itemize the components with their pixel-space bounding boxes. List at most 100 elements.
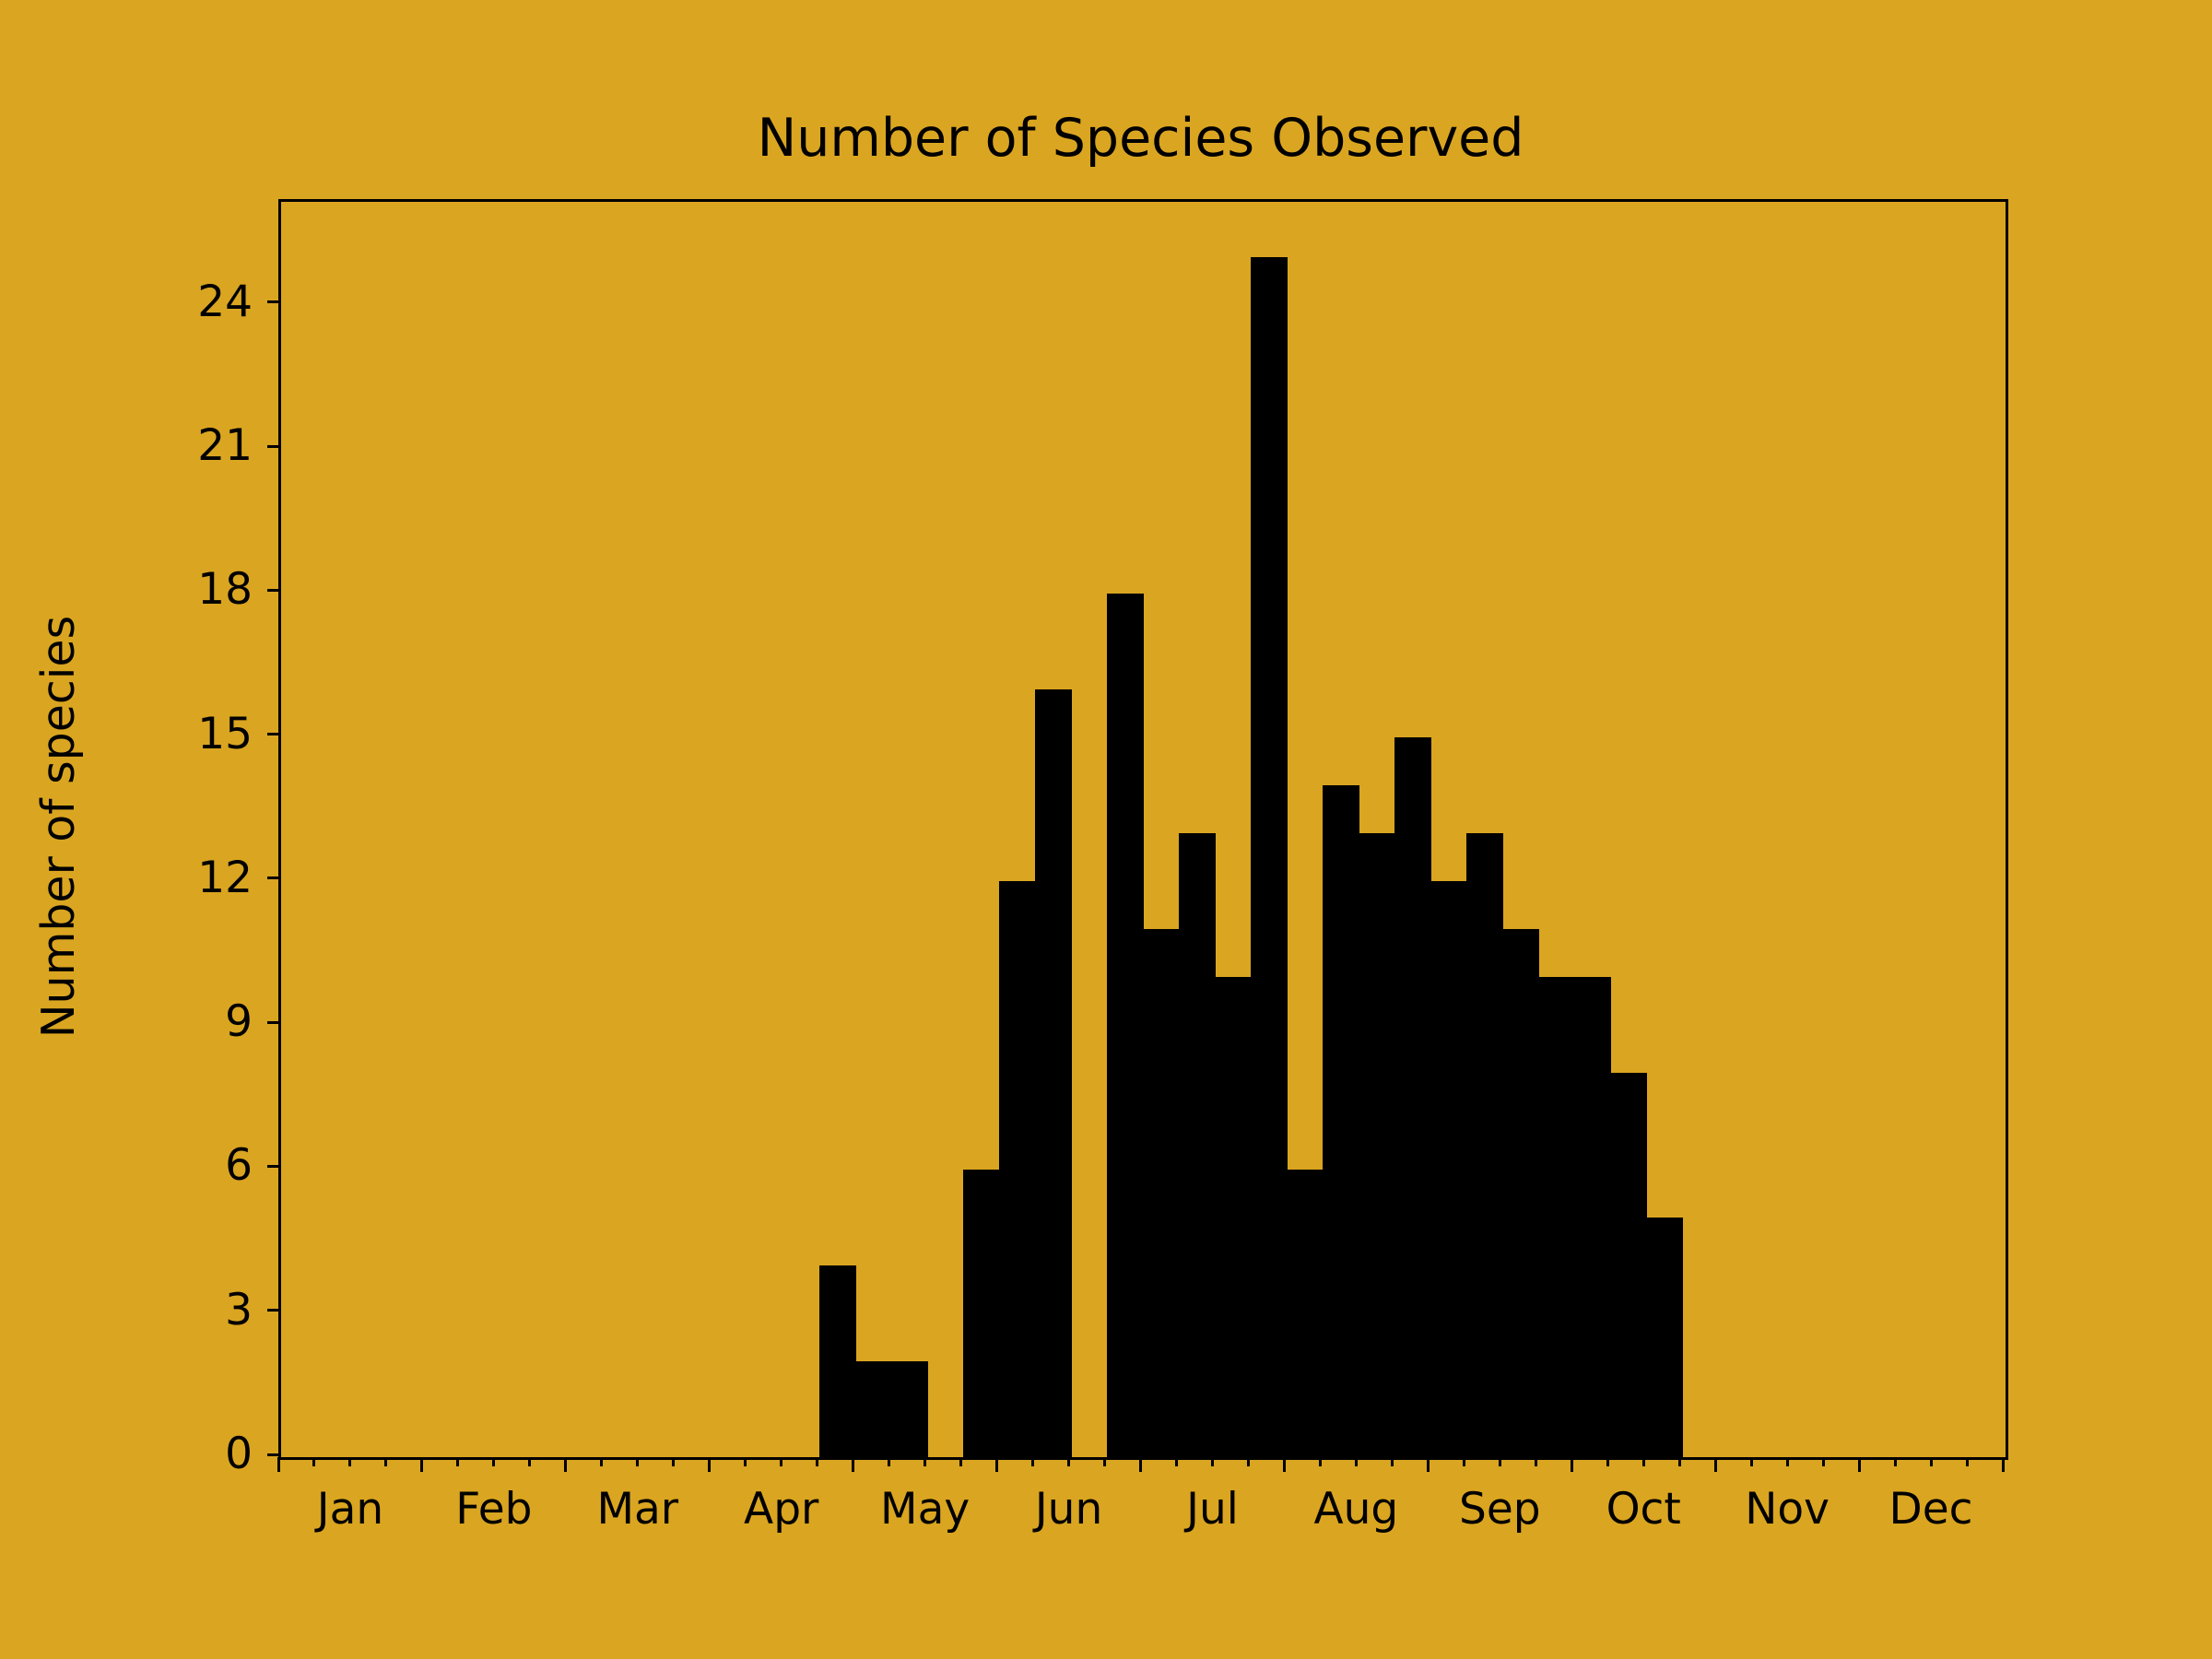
x-minor-tick [348,1457,352,1466]
x-minor-tick [528,1457,532,1466]
x-minor-tick [1354,1457,1358,1466]
bar [1430,881,1467,1457]
x-tick-label: Aug [1313,1484,1399,1535]
x-tick-label: Feb [455,1484,533,1535]
x-major-tick [1426,1457,1430,1472]
x-tick-label: Jan [316,1484,384,1535]
bar [819,1265,857,1457]
bar [855,1360,893,1457]
bar [1250,256,1288,1457]
y-tick-label: 15 [197,708,253,759]
y-tick-mark [267,733,278,736]
x-major-tick [1139,1457,1142,1472]
x-minor-tick [1534,1457,1537,1466]
bar [891,1360,929,1457]
y-tick-mark [267,877,278,880]
bar [1286,1169,1324,1457]
x-minor-tick [1606,1457,1609,1466]
x-minor-tick [1246,1457,1250,1466]
bar [1609,1073,1647,1457]
x-minor-tick [492,1457,496,1466]
x-minor-tick [1210,1457,1214,1466]
y-axis-label: Number of species [32,615,85,1039]
y-tick-label: 6 [225,1140,253,1192]
x-minor-tick [1785,1457,1789,1466]
x-minor-tick [1641,1457,1645,1466]
bar [1501,929,1539,1457]
x-minor-tick [1174,1457,1178,1466]
bar [1358,832,1395,1457]
x-major-tick [1570,1457,1573,1472]
x-major-tick [420,1457,424,1472]
x-minor-tick [1462,1457,1465,1466]
x-minor-tick [384,1457,388,1466]
x-tick-label: Nov [1745,1484,1830,1535]
bar [1178,832,1216,1457]
bar [999,881,1037,1457]
y-tick-label: 24 [197,276,253,327]
plot-area [278,199,2008,1460]
x-minor-tick [636,1457,640,1466]
x-major-tick [276,1457,280,1472]
x-tick-label: May [880,1484,971,1535]
x-minor-tick [1929,1457,1933,1466]
y-tick-mark [267,1453,278,1456]
bar [1322,784,1359,1457]
x-tick-label: Dec [1888,1484,1973,1535]
x-minor-tick [924,1457,927,1466]
x-major-tick [852,1457,855,1472]
y-tick-mark [267,1164,278,1168]
bar [1394,736,1431,1457]
y-tick-label: 21 [197,420,253,472]
bar [1465,832,1503,1457]
y-tick-label: 9 [225,996,253,1048]
x-major-tick [1713,1457,1717,1472]
x-minor-tick [744,1457,747,1466]
x-minor-tick [888,1457,891,1466]
y-tick-label: 3 [225,1284,253,1335]
bar [1537,977,1575,1457]
x-major-tick [1282,1457,1286,1472]
x-minor-tick [1031,1457,1035,1466]
x-minor-tick [1821,1457,1825,1466]
x-tick-label: Mar [596,1484,679,1535]
x-minor-tick [816,1457,819,1466]
y-tick-mark [267,588,278,592]
x-minor-tick [1390,1457,1394,1466]
bar [1573,977,1611,1457]
y-tick-mark [267,1020,278,1024]
bar [1143,929,1180,1457]
x-minor-tick [600,1457,604,1466]
x-minor-tick [1498,1457,1501,1466]
y-tick-label: 12 [197,852,253,903]
x-minor-tick [1067,1457,1071,1466]
x-minor-tick [1677,1457,1681,1466]
x-minor-tick [959,1457,963,1466]
bar [1107,593,1144,1457]
y-tick-label: 18 [197,564,253,616]
x-minor-tick [1965,1457,1969,1466]
y-tick-label: 0 [225,1429,253,1479]
x-major-tick [564,1457,568,1472]
x-minor-tick [780,1457,783,1466]
x-tick-label: Sep [1458,1484,1541,1535]
y-tick-mark [267,300,278,304]
x-minor-tick [1318,1457,1322,1466]
bar [1035,688,1073,1457]
x-minor-tick [456,1457,460,1466]
bar [1214,977,1252,1457]
x-minor-tick [1749,1457,1753,1466]
x-minor-tick [312,1457,316,1466]
x-tick-label: Jul [1186,1484,1239,1535]
chart-title: Number of Species Observed [757,108,1524,169]
x-major-tick [708,1457,712,1472]
y-tick-mark [267,444,278,448]
x-tick-label: Oct [1606,1484,1681,1535]
x-minor-tick [672,1457,676,1466]
x-tick-label: Apr [744,1484,819,1535]
x-major-tick [2001,1457,2005,1472]
x-minor-tick [1893,1457,1897,1466]
x-tick-label: Jun [1034,1484,1103,1535]
bar [1645,1217,1683,1457]
